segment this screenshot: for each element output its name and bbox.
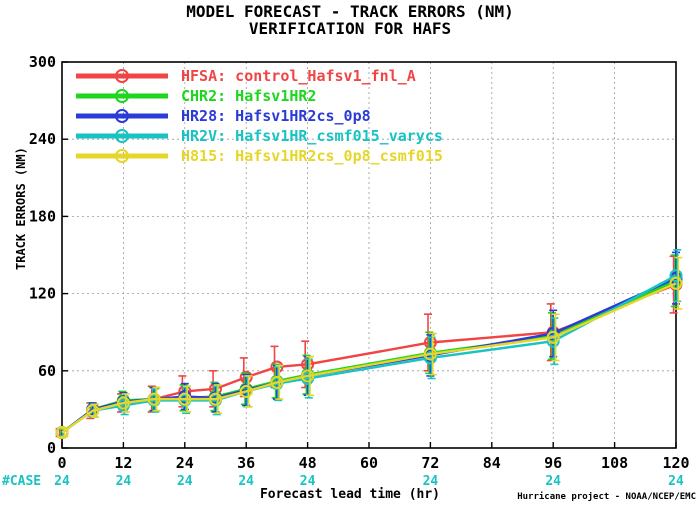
data-point: [270, 375, 284, 389]
y-tick-label: 180: [29, 207, 56, 225]
series-group: [55, 256, 683, 440]
legend-entry: H815: Hafsv1HR2cs_0p8_csmf015: [181, 147, 443, 165]
legend-entry: HR28: Hafsv1HR2cs_0p8: [181, 107, 371, 125]
legend-marker: [115, 109, 129, 123]
x-tick-label: 84: [483, 454, 501, 472]
case-count: 24: [300, 474, 316, 489]
x-tick-label: 36: [237, 454, 255, 472]
legend-marker: [115, 89, 129, 103]
chart-subtitle: VERIFICATION FOR HAFS: [248, 19, 452, 38]
chart-title: MODEL FORECAST - TRACK ERRORS (NM): [186, 2, 514, 21]
data-point: [55, 426, 69, 440]
y-tick-label: 300: [29, 53, 56, 71]
data-point: [116, 396, 130, 410]
x-tick-label: 60: [360, 454, 378, 472]
y-tick-label: 120: [29, 285, 56, 303]
legend-entry: HFSA: control_Hafsv1_fnl_A: [181, 67, 416, 85]
x-tick-label: 48: [299, 454, 317, 472]
series-group: [55, 251, 683, 440]
data-point: [546, 330, 560, 344]
x-tick-label: 0: [57, 454, 66, 472]
case-count: 24: [545, 474, 561, 489]
case-count: 24: [423, 474, 439, 489]
x-tick-label: 12: [114, 454, 132, 472]
credit-text: Hurricane project - NOAA/NCEP/EMC: [517, 492, 696, 502]
data-point: [546, 334, 560, 348]
case-count: 24: [116, 474, 132, 489]
x-tick-label: 108: [601, 454, 628, 472]
y-tick-label: 60: [38, 362, 56, 380]
x-tick-label: 96: [544, 454, 562, 472]
case-count: 24: [54, 474, 70, 489]
legend-marker: [115, 149, 129, 163]
x-tick-label: 72: [421, 454, 439, 472]
data-point: [147, 392, 161, 406]
legend-marker: [115, 69, 129, 83]
x-tick-label: 24: [176, 454, 194, 472]
case-count: 24: [668, 474, 684, 489]
data-point: [669, 276, 683, 290]
data-point: [423, 351, 437, 365]
x-tick-label: 120: [662, 454, 689, 472]
case-count: 24: [177, 474, 193, 489]
y-tick-label: 240: [29, 130, 56, 148]
x-axis-label: Forecast lead time (hr): [259, 487, 440, 502]
case-count: 24: [238, 474, 254, 489]
data-point: [423, 347, 437, 361]
legend-entry: HR2V: Hafsv1HR_csmf015_varycs: [181, 127, 443, 145]
data-point: [301, 369, 315, 383]
y-tick-label: 0: [47, 439, 56, 457]
case-count-label: #CASE: [2, 474, 41, 489]
data-point: [178, 392, 192, 406]
data-point: [86, 404, 100, 418]
legend-entry: CHR2: Hafsv1HR2: [181, 87, 316, 105]
data-point: [669, 269, 683, 283]
legend-marker: [115, 129, 129, 143]
data-point: [239, 384, 253, 398]
data-point: [209, 392, 222, 406]
data-point: [546, 326, 560, 340]
